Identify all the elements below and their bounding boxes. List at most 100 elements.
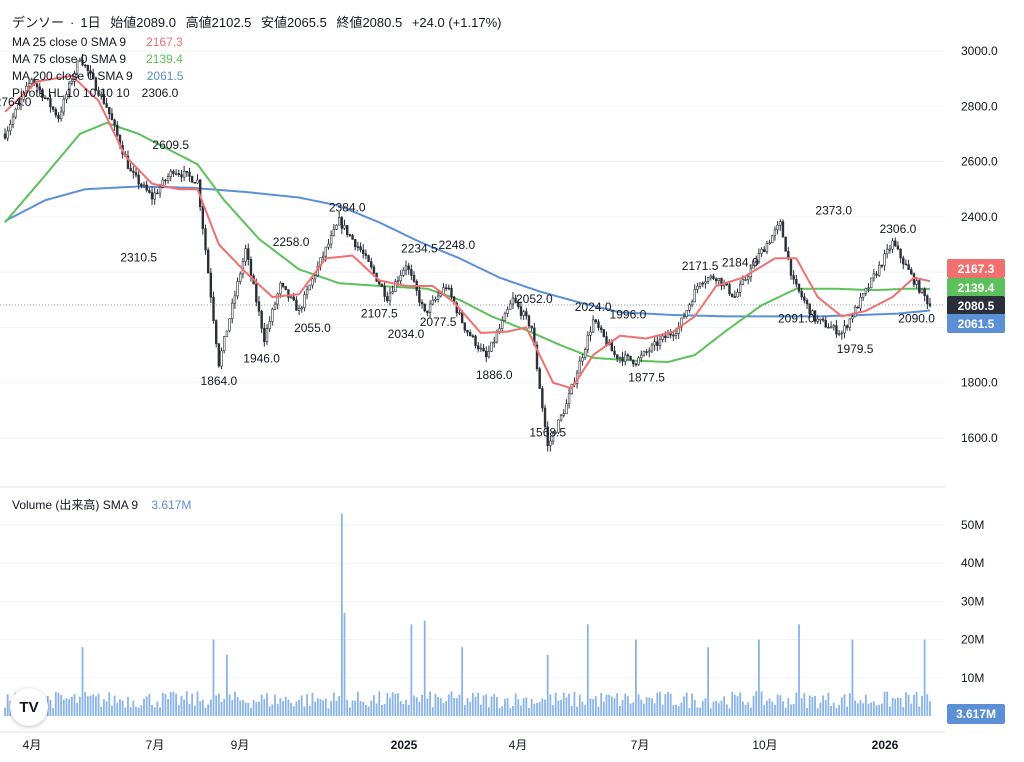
volume-bar — [616, 693, 619, 716]
candle — [415, 279, 418, 296]
candle-body — [51, 106, 55, 110]
candle — [297, 304, 301, 316]
candle-body — [81, 59, 84, 66]
volume-bar — [819, 702, 822, 716]
candle-body — [511, 297, 515, 305]
candle-body — [97, 90, 100, 96]
candle — [463, 322, 467, 334]
candle — [188, 167, 191, 182]
tradingview-logo-icon[interactable]: TV — [10, 688, 48, 726]
candle-body — [418, 290, 421, 303]
volume-bar — [62, 699, 65, 716]
candle-body — [602, 329, 606, 337]
candle — [902, 255, 905, 270]
candle-body — [268, 321, 271, 329]
volume-bar — [479, 704, 482, 716]
candle — [704, 275, 707, 289]
time-axis[interactable]: 4月 7月 9月 2025 4月 7月 10月 2026 — [23, 738, 899, 752]
symbol-name[interactable]: デンソー — [12, 15, 65, 30]
pivots-label: Pivots HL 10 10 10 10 — [12, 86, 130, 100]
volume-bar — [373, 695, 375, 716]
candle — [340, 215, 344, 235]
pivots-legend[interactable]: Pivots HL 10 10 10 10 2306.0 — [12, 86, 178, 100]
price-pane[interactable]: 2764.0 2609.5 2310.5 1864.0 2258.0 1946.0 2384… — [0, 53, 945, 452]
volume-bar — [268, 706, 271, 716]
candle — [388, 287, 392, 306]
volume-bar — [573, 691, 576, 716]
volume-bar — [800, 698, 803, 716]
ma25-legend[interactable]: MA 25 close 0 SMA 9 2167.3 — [12, 35, 183, 49]
volume-axis[interactable]: 10M 20M 30M 40M 50M — [961, 518, 984, 685]
volume-bar — [234, 691, 236, 716]
volume-bar — [4, 707, 6, 716]
candle — [434, 296, 437, 303]
volume-pane[interactable] — [4, 513, 931, 716]
candle — [808, 303, 811, 319]
candle-body — [463, 322, 467, 331]
candle-body — [281, 282, 285, 287]
price-axis[interactable]: 1600.01800.02000.02200.02400.02600.02800… — [961, 44, 998, 445]
candle-body — [768, 242, 771, 245]
volume-bar — [274, 694, 276, 716]
volume-bar — [453, 697, 456, 716]
ma75-value: 2139.4 — [146, 52, 183, 66]
candle-body — [599, 327, 603, 330]
candle — [530, 325, 533, 332]
ma75-legend[interactable]: MA 75 close 0 SMA 9 2139.4 — [12, 52, 183, 66]
volume-bar — [391, 692, 394, 716]
candle-body — [712, 275, 715, 280]
volume-bar — [220, 701, 223, 716]
candle-body — [522, 311, 525, 316]
volume-bar — [250, 707, 252, 716]
candle-body — [423, 303, 426, 312]
volume-bar — [669, 693, 672, 716]
volume-bar — [306, 694, 308, 716]
volume-bar — [167, 699, 169, 716]
candle-body — [685, 310, 688, 318]
candle-body — [11, 116, 15, 125]
volume-bar — [76, 702, 79, 716]
candle-body — [196, 179, 199, 184]
volume-bar — [685, 692, 688, 716]
volume-bar — [774, 704, 776, 716]
ma25-label: MA 25 close 0 SMA 9 — [12, 35, 127, 49]
candle — [848, 318, 851, 332]
volume-bar — [838, 704, 841, 716]
volume-legend[interactable]: Volume (出来高) SMA 9 3.617M — [12, 496, 191, 513]
volume-bar — [461, 647, 464, 716]
volume-bar — [54, 691, 57, 716]
candle-body — [62, 98, 66, 113]
volume-bar — [632, 702, 635, 716]
volume-bar — [592, 699, 595, 716]
volume-sma-value: 3.617M — [151, 498, 192, 512]
candle-body — [752, 261, 755, 269]
volume-bar — [356, 691, 359, 716]
volume-bar — [68, 699, 71, 716]
volume-bar — [594, 696, 597, 716]
candle — [509, 299, 512, 310]
volume-bar — [314, 701, 317, 716]
candle-body — [581, 357, 584, 362]
candle-body — [447, 287, 450, 290]
ma200-legend[interactable]: MA 200 close 0 SMA 9 2061.5 — [12, 69, 183, 83]
volume-bar — [586, 624, 589, 716]
volume-bar — [129, 707, 132, 716]
candle — [714, 277, 718, 285]
volume-bar — [683, 696, 685, 716]
candle — [853, 305, 857, 318]
candle — [543, 404, 547, 430]
candle-body — [487, 351, 491, 358]
candle-body — [180, 174, 183, 178]
volume-bar — [447, 694, 450, 716]
candle-body — [928, 303, 932, 307]
candle-body — [567, 393, 571, 405]
candle — [886, 243, 889, 259]
candle-body — [728, 284, 731, 295]
volume-bar — [798, 624, 800, 716]
candle-body — [142, 184, 146, 187]
candle-body — [915, 280, 918, 285]
interval[interactable]: 1日 — [80, 15, 101, 30]
candle — [693, 284, 696, 303]
candle — [861, 292, 865, 301]
